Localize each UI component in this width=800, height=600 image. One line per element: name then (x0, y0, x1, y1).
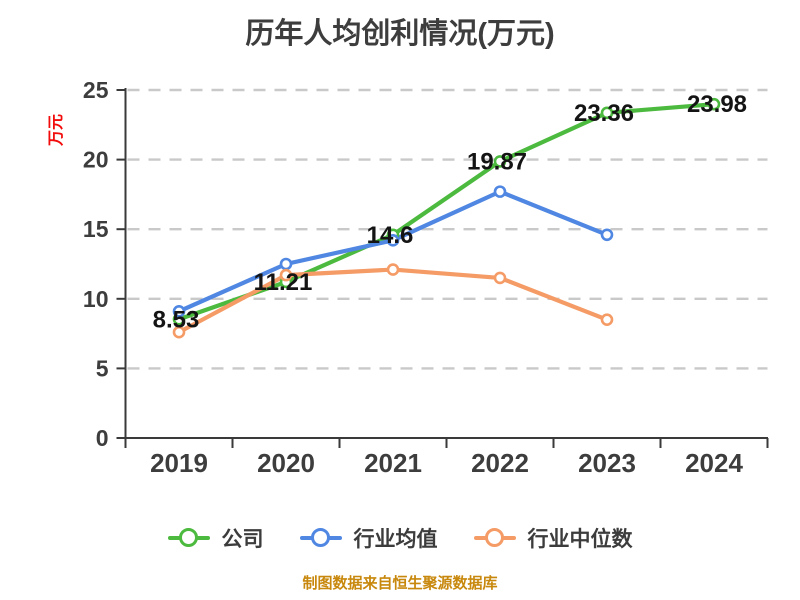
data-point-industry-mean-2022 (493, 185, 507, 198)
legend-item-industry-median[interactable]: 行业中位数 (473, 523, 633, 553)
x-tick-label-2023: 2023 (578, 448, 636, 478)
data-point-industry-median-2019 (172, 325, 186, 339)
chart-title: 历年人均创利情况(万元) (245, 18, 555, 50)
data-label-company-2021: 14.6 (367, 222, 414, 249)
data-point-company-2023 (600, 106, 614, 120)
y-tick-label-25: 25 (83, 77, 109, 103)
y-tick-label-10: 10 (83, 286, 109, 312)
x-tick-label-2021: 2021 (364, 448, 422, 478)
data-source-note: 制图数据来自恒生聚源数据库 (302, 575, 498, 592)
series-line-industry-median (176, 267, 610, 335)
data-point-industry-mean-2019 (172, 305, 186, 318)
y-tick-label-20: 20 (83, 147, 109, 173)
x-tick-label-2024: 2024 (685, 448, 743, 478)
series-line-company (176, 102, 717, 322)
data-point-industry-median-2021 (386, 263, 400, 276)
data-point-industry-mean-2023 (600, 228, 614, 242)
line-chart-plot: 0 5 10 15 20 25 2019 2020 2021 2022 2023 2024 8.53 11… (83, 77, 769, 478)
legend-label-company: 公司 (221, 528, 264, 551)
data-label-company-2019: 8.53 (153, 306, 200, 333)
data-point-industry-median-2023 (600, 313, 614, 326)
y-tick-label-5: 5 (96, 355, 109, 381)
data-point-industry-median-2022 (493, 271, 507, 285)
y-tick-label-0: 0 (96, 425, 109, 451)
legend-item-company[interactable]: 公司 (167, 523, 264, 553)
legend-marker-industry-median-icon (473, 527, 516, 549)
legend-marker-company-icon (167, 527, 210, 549)
data-point-industry-median-2020 (279, 268, 293, 282)
chart-legend: 公司 行业均值 行业中位数 (0, 518, 800, 558)
x-tick-label-2022: 2022 (471, 448, 529, 478)
data-label-company-2024: 23.98 (687, 91, 747, 118)
x-tick-label-2019: 2019 (150, 448, 208, 478)
data-point-industry-mean-2020 (279, 257, 293, 271)
x-tick-label-2020: 2020 (257, 448, 315, 478)
legend-label-industry-mean: 行业均值 (353, 528, 438, 551)
data-point-company-2024 (707, 97, 721, 111)
data-label-company-2020: 11.21 (254, 269, 313, 296)
y-tick-label-15: 15 (83, 216, 109, 242)
legend-marker-industry-mean-icon (299, 527, 342, 549)
data-point-industry-mean-2021 (386, 234, 400, 247)
data-point-company-2022 (493, 155, 507, 168)
legend-item-industry-mean[interactable]: 行业均值 (299, 523, 438, 553)
data-label-company-2022: 19.87 (467, 148, 527, 175)
data-label-company-2023: 23.36 (574, 100, 634, 127)
legend-label-industry-median: 行业中位数 (527, 528, 633, 551)
